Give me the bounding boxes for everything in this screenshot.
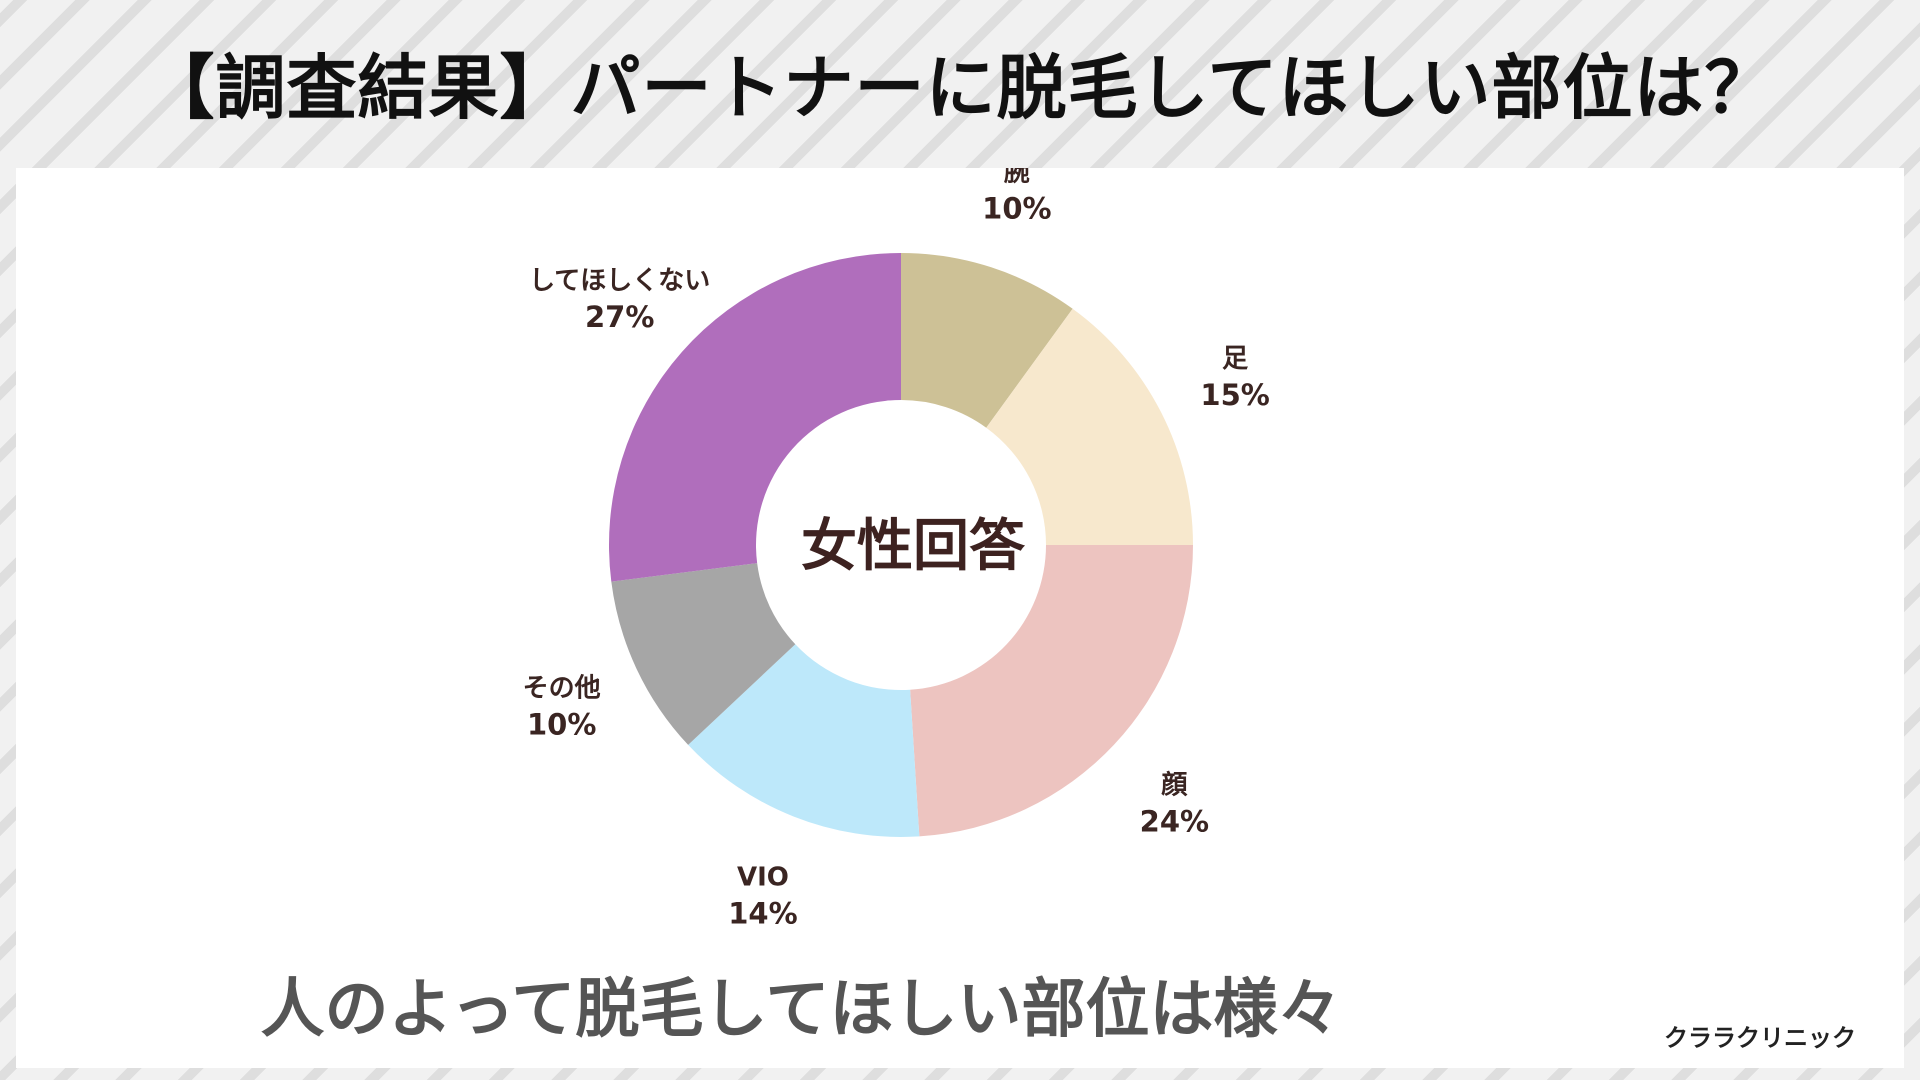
- slice-vio: [688, 644, 920, 837]
- donut-center-label: 女性回答: [801, 514, 1026, 579]
- donut-chart: 腕 10% 足 15% 顔 24% VIO 14% その他 10% してほしくない 27% 女性回答: [523, 168, 1270, 931]
- chart-panel: 腕 10% 足 15% 顔 24% VIO 14% その他 10% してほしくない 27% 女性回答 …: [16, 168, 1904, 1068]
- slice-label-vio: VIO: [737, 863, 789, 893]
- slice-leg: [986, 308, 1193, 545]
- page-title: 【調査結果】パートナーに脱毛してほしい部位は？: [144, 47, 1776, 129]
- slice-labels: 腕 10% 足 15% 顔 24% VIO 14% その他 10% してほしくない 27%: [523, 168, 1270, 931]
- slice-other: [611, 563, 796, 745]
- slice-none: [609, 253, 901, 582]
- slice-label-other: その他: [523, 674, 601, 704]
- slice-label-arm: 腕: [1003, 168, 1030, 187]
- slice-value-vio: 14%: [728, 897, 797, 931]
- slice-value-leg: 15%: [1200, 378, 1269, 412]
- slice-value-arm: 10%: [982, 191, 1051, 225]
- slice-value-face: 24%: [1140, 805, 1209, 839]
- brand-name: クララクリニック: [1664, 1024, 1856, 1052]
- slice-value-other: 10%: [527, 708, 596, 742]
- slice-label-none: してほしくない: [529, 266, 710, 296]
- slice-arm: [901, 253, 1073, 428]
- title-band: 【調査結果】パートナーに脱毛してほしい部位は？: [0, 0, 1920, 165]
- footer-message: 人のよって脱毛してほしい部位は様々: [260, 973, 1342, 1047]
- slice-label-leg: 足: [1222, 344, 1248, 374]
- donut-slices: [609, 253, 1193, 837]
- slice-label-face: 顔: [1161, 771, 1188, 801]
- slice-face: [910, 545, 1193, 837]
- slice-value-none: 27%: [585, 300, 654, 334]
